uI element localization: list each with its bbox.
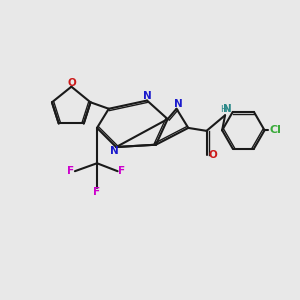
Text: N: N	[174, 99, 182, 109]
Text: F: F	[67, 166, 74, 176]
Text: F: F	[118, 166, 125, 176]
Text: O: O	[208, 150, 217, 160]
Text: O: O	[67, 78, 76, 88]
Text: N: N	[143, 91, 152, 101]
Text: Cl: Cl	[270, 125, 282, 135]
Text: H: H	[220, 105, 227, 114]
Text: F: F	[93, 187, 100, 197]
Text: N: N	[110, 146, 119, 157]
Text: N: N	[223, 104, 232, 114]
